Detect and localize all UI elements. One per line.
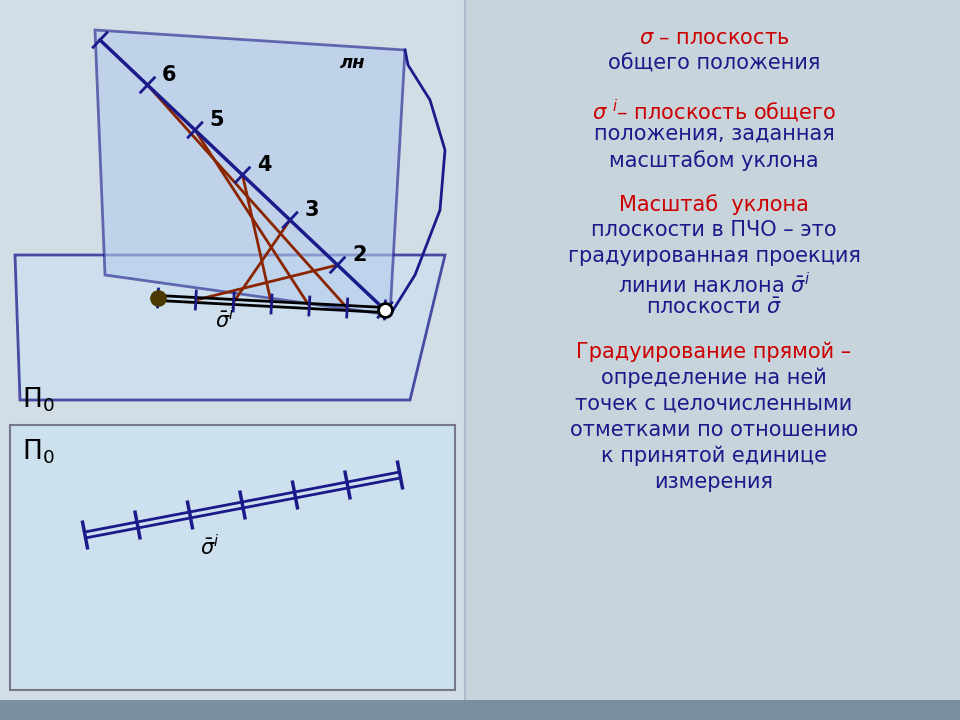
- Text: $\bar{\sigma}$$^i$: $\bar{\sigma}$$^i$: [215, 307, 234, 332]
- Text: общего положения: общего положения: [608, 54, 820, 74]
- Text: 6: 6: [162, 65, 177, 85]
- FancyBboxPatch shape: [10, 425, 455, 690]
- Text: $\sigma$ $^i$– плоскость общего: $\sigma$ $^i$– плоскость общего: [592, 98, 836, 125]
- Text: 5: 5: [209, 110, 225, 130]
- Bar: [0, 0, 465, 720]
- Text: линии наклона $\bar{\sigma}$$^i$: линии наклона $\bar{\sigma}$$^i$: [618, 272, 810, 297]
- Text: $\bar{\sigma}$$^i$: $\bar{\sigma}$$^i$: [200, 534, 220, 559]
- Text: градуированная проекция: градуированная проекция: [567, 246, 860, 266]
- Text: Масштаб  уклона: Масштаб уклона: [619, 194, 809, 215]
- Text: определение на ней: определение на ней: [601, 368, 827, 389]
- Text: 3: 3: [304, 200, 319, 220]
- Text: измерения: измерения: [655, 472, 774, 492]
- Text: к принятой единице: к принятой единице: [601, 446, 827, 467]
- Bar: [0, 700, 960, 720]
- Text: $\Pi_0$: $\Pi_0$: [22, 385, 55, 413]
- Polygon shape: [15, 255, 445, 400]
- Text: $\Pi_0$: $\Pi_0$: [22, 438, 55, 467]
- Text: положения, заданная: положения, заданная: [593, 124, 834, 144]
- Text: точек с целочисленными: точек с целочисленными: [575, 394, 852, 414]
- Text: Градуирование прямой –: Градуирование прямой –: [576, 342, 852, 362]
- Bar: [465, 0, 960, 720]
- Text: масштабом уклона: масштабом уклона: [610, 150, 819, 171]
- Text: лн: лн: [340, 54, 366, 72]
- Text: отметками по отношению: отметками по отношению: [570, 420, 858, 440]
- Text: плоскости в ПЧО – это: плоскости в ПЧО – это: [591, 220, 837, 240]
- Text: 4: 4: [257, 155, 272, 175]
- Text: 2: 2: [352, 245, 367, 265]
- Text: $\sigma$ – плоскость: $\sigma$ – плоскость: [639, 28, 789, 48]
- Text: плоскости $\bar{\sigma}$: плоскости $\bar{\sigma}$: [646, 298, 782, 318]
- Polygon shape: [95, 30, 405, 315]
